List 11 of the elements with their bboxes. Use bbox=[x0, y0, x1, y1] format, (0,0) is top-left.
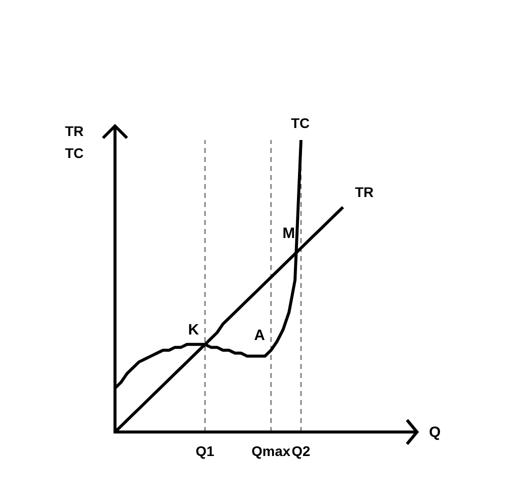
legend-label: TR bbox=[65, 123, 84, 139]
x-tick-label: Q1 bbox=[196, 442, 215, 459]
text: TR bbox=[355, 184, 374, 200]
annotation: A bbox=[254, 327, 266, 344]
annotation: K bbox=[188, 321, 200, 338]
x-axis-title: Q bbox=[429, 424, 441, 441]
series-label: TC bbox=[291, 115, 310, 131]
x-tick-label: Q2 bbox=[292, 442, 311, 459]
x-tick-label: Qmax bbox=[252, 442, 291, 459]
text: TC bbox=[65, 145, 84, 161]
annotation: M bbox=[282, 225, 295, 242]
